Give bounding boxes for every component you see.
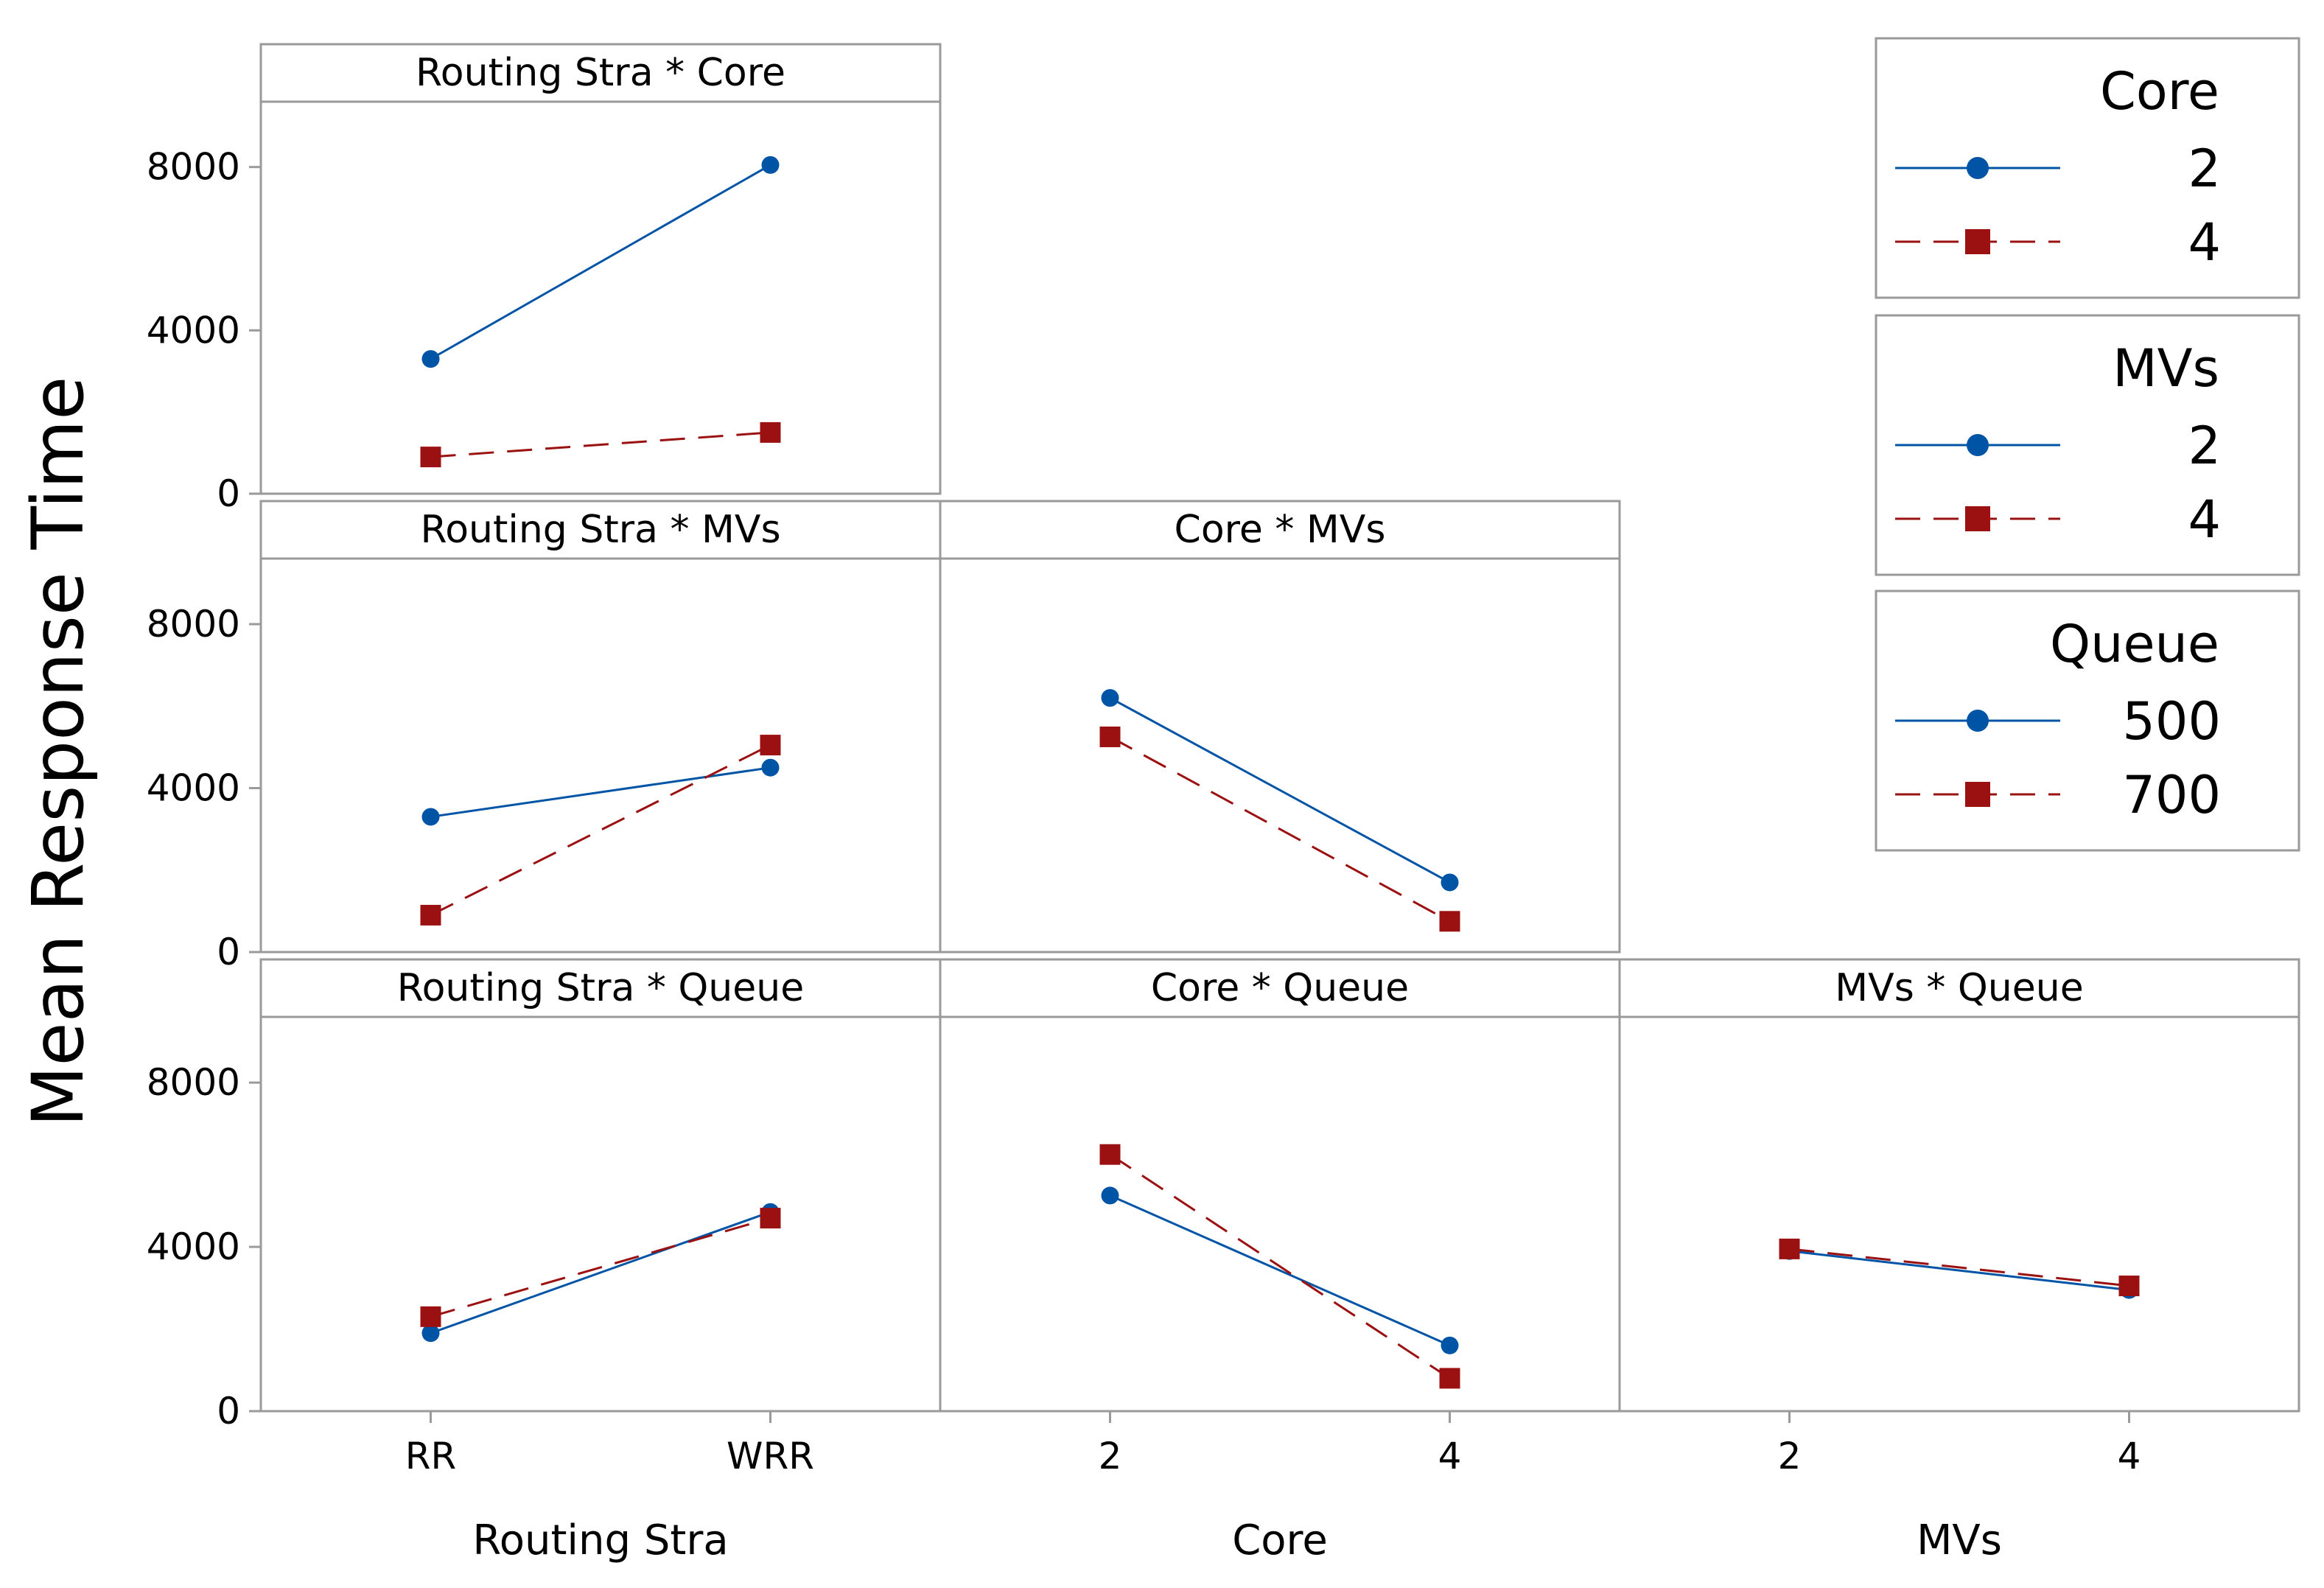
panel-core-queue-series-500-line [1109, 1195, 1451, 1347]
panel-core-mvs-frame [939, 500, 1621, 954]
legend-queue-entry-500-label: 500 [2122, 691, 2221, 752]
panel-mvs-queue-frame [1618, 958, 2300, 1413]
x-axis-title-core: Core [1232, 1517, 1328, 1564]
panel-core-mvs-series-2-line [1109, 696, 1451, 884]
panel-core-mvs-series-4-point-4 [1439, 911, 1460, 932]
panel-routing-stra-core-frame [259, 43, 942, 495]
panel-routing-stra-mvs-frame [259, 500, 942, 954]
legend-mvs-title: MVs [2113, 338, 2219, 399]
panel-core-queue-series-700-point-4 [1439, 1368, 1460, 1389]
x-tick-label-routing-stra-rr: RR [405, 1435, 456, 1477]
y-tick-label-row-1-4000: 4000 [147, 767, 240, 810]
panel-core-mvs-title: Core * MVs [1175, 508, 1386, 552]
panel-mvs-queue-series-700-point-4 [2118, 1276, 2140, 1297]
y-axis-title: Mean Response Time [17, 377, 99, 1127]
y-tick-label-row-1-8000: 8000 [147, 603, 240, 646]
y-tick-label-row-2-4000: 4000 [147, 1225, 240, 1268]
panel-routing-stra-core-series-2-line [430, 164, 771, 360]
y-tick-label-row-2-8000: 8000 [147, 1061, 240, 1104]
panel-routing-stra-core-series-2-point-wrr [761, 155, 780, 174]
panel-routing-stra-queue-series-700-line [430, 1217, 771, 1318]
legend-core-box [1875, 37, 2300, 299]
panel-core-queue-series-500-point-2 [1101, 1186, 1119, 1205]
legend-queue-entry-500-marker [1967, 710, 1989, 732]
x-tick-label-core-4: 4 [1438, 1435, 1462, 1477]
panel-routing-stra-queue-series-700-point-wrr [760, 1208, 781, 1229]
y-tick-label-row-0-8000: 8000 [147, 146, 240, 189]
panel-routing-stra-queue-frame [259, 958, 942, 1413]
panel-core-mvs-strip [939, 500, 1621, 560]
panel-routing-stra-core-series-2-point-rr [421, 350, 440, 368]
panel-routing-stra-core-series-4-point-wrr [760, 422, 781, 443]
panel-routing-stra-core-title: Routing Stra * Core [416, 51, 785, 95]
legend-queue-title: Queue [2050, 614, 2219, 674]
panel-routing-stra-mvs-title: Routing Stra * MVs [420, 508, 780, 552]
x-axis-title-mvs: MVs [1917, 1517, 2002, 1564]
panel-routing-stra-mvs-series-4-point-rr [420, 904, 441, 926]
y-tick-label-row-1-0: 0 [217, 931, 240, 973]
x-tick-label-routing-stra-wrr: WRR [727, 1435, 814, 1477]
y-tick-label-row-2-0: 0 [217, 1390, 240, 1433]
x-tick-label-mvs-2: 2 [1778, 1435, 1802, 1477]
legend-mvs-entry-2-label: 2 [2188, 416, 2221, 476]
panel-routing-stra-queue-series-500-point-rr [421, 1324, 440, 1343]
legend-queue-entry-700-label: 700 [2122, 765, 2221, 825]
panel-routing-stra-core-series-4-line [430, 431, 771, 458]
panel-routing-stra-mvs-strip [259, 500, 942, 560]
panel-routing-stra-mvs-series-2-point-rr [421, 808, 440, 826]
panel-mvs-queue-series-700-line [1789, 1248, 2129, 1287]
panel-routing-stra-mvs-series-2-point-wrr [761, 758, 780, 777]
legend-queue-box [1875, 590, 2300, 852]
panel-routing-stra-mvs-series-4-point-wrr [760, 735, 781, 756]
x-tick-label-core-2: 2 [1099, 1435, 1122, 1477]
panel-routing-stra-core-series-4-point-rr [420, 447, 441, 468]
legend-core-entry-4-marker [1965, 229, 1990, 254]
legend-core-entry-2-marker [1967, 157, 1989, 179]
panel-routing-stra-mvs-series-4-line [430, 744, 771, 917]
panel-routing-stra-queue-series-500-line [430, 1211, 771, 1335]
panel-core-mvs-series-2-point-4 [1441, 873, 1459, 892]
legend-mvs-box [1875, 314, 2300, 576]
panel-mvs-queue-series-700-point-2 [1779, 1238, 1800, 1259]
legend-core-entry-2-label: 2 [2188, 139, 2221, 199]
panel-core-queue-title: Core * Queue [1151, 966, 1409, 1010]
legend-core-title: Core [2100, 61, 2219, 122]
legend-queue-entry-700-marker [1965, 782, 1990, 807]
panel-routing-stra-core-strip [259, 43, 942, 103]
y-tick-label-row-0-4000: 4000 [147, 309, 240, 351]
panel-core-queue-series-500-point-4 [1441, 1336, 1459, 1354]
panel-routing-stra-queue-series-700-point-rr [420, 1306, 441, 1327]
panel-mvs-queue-series-500-line [1789, 1250, 2129, 1292]
legend-mvs-entry-4-label: 4 [2188, 489, 2221, 550]
panel-core-mvs-series-4-line [1109, 735, 1451, 923]
x-axis-title-routing-stra: Routing Stra [472, 1517, 728, 1564]
y-tick-label-row-0-0: 0 [217, 472, 240, 515]
panel-mvs-queue-strip [1618, 958, 2300, 1018]
panel-core-queue-series-700-point-2 [1099, 1144, 1121, 1165]
x-tick-label-mvs-4: 4 [2118, 1435, 2141, 1477]
panel-core-mvs-series-4-point-2 [1099, 726, 1121, 747]
legend-mvs-entry-4-marker [1965, 506, 1990, 531]
legend-core-entry-4-label: 4 [2188, 212, 2221, 273]
panel-mvs-queue-title: MVs * Queue [1835, 966, 2083, 1010]
panel-routing-stra-queue-title: Routing Stra * Queue [397, 966, 804, 1010]
panel-core-queue-series-700-line [1109, 1153, 1451, 1379]
legend-mvs-entry-2-marker [1967, 434, 1989, 456]
panel-core-queue-frame [939, 958, 1621, 1413]
panel-core-queue-strip [939, 958, 1621, 1018]
panel-core-mvs-series-2-point-2 [1101, 689, 1119, 707]
panel-routing-stra-mvs-series-2-line [430, 766, 771, 818]
